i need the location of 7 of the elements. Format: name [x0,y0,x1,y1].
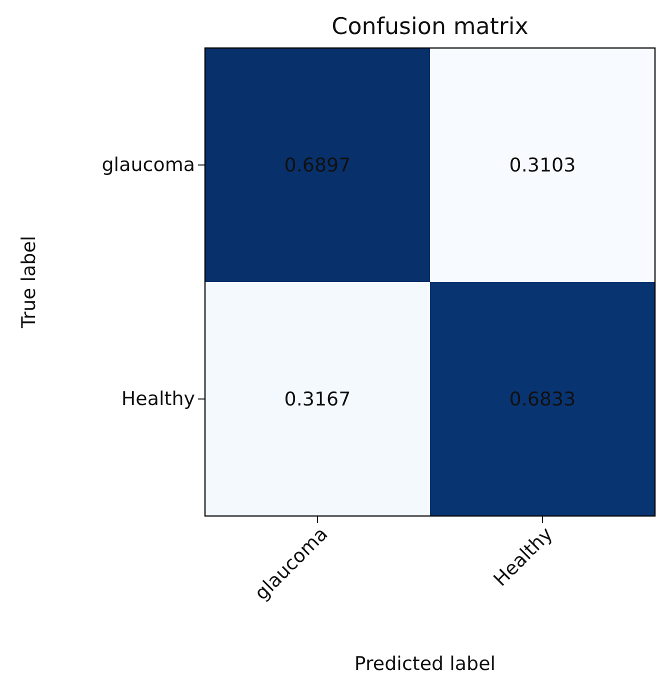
data-label: 0.6833 [509,388,576,411]
x-axis-title: Predicted label [354,653,496,675]
y-axis-title: True label [18,236,40,330]
chart-title: Confusion matrix [332,14,528,40]
data-label: 0.6897 [284,154,351,177]
data-label: 0.3103 [509,154,576,177]
data-label: 0.3167 [284,388,351,411]
